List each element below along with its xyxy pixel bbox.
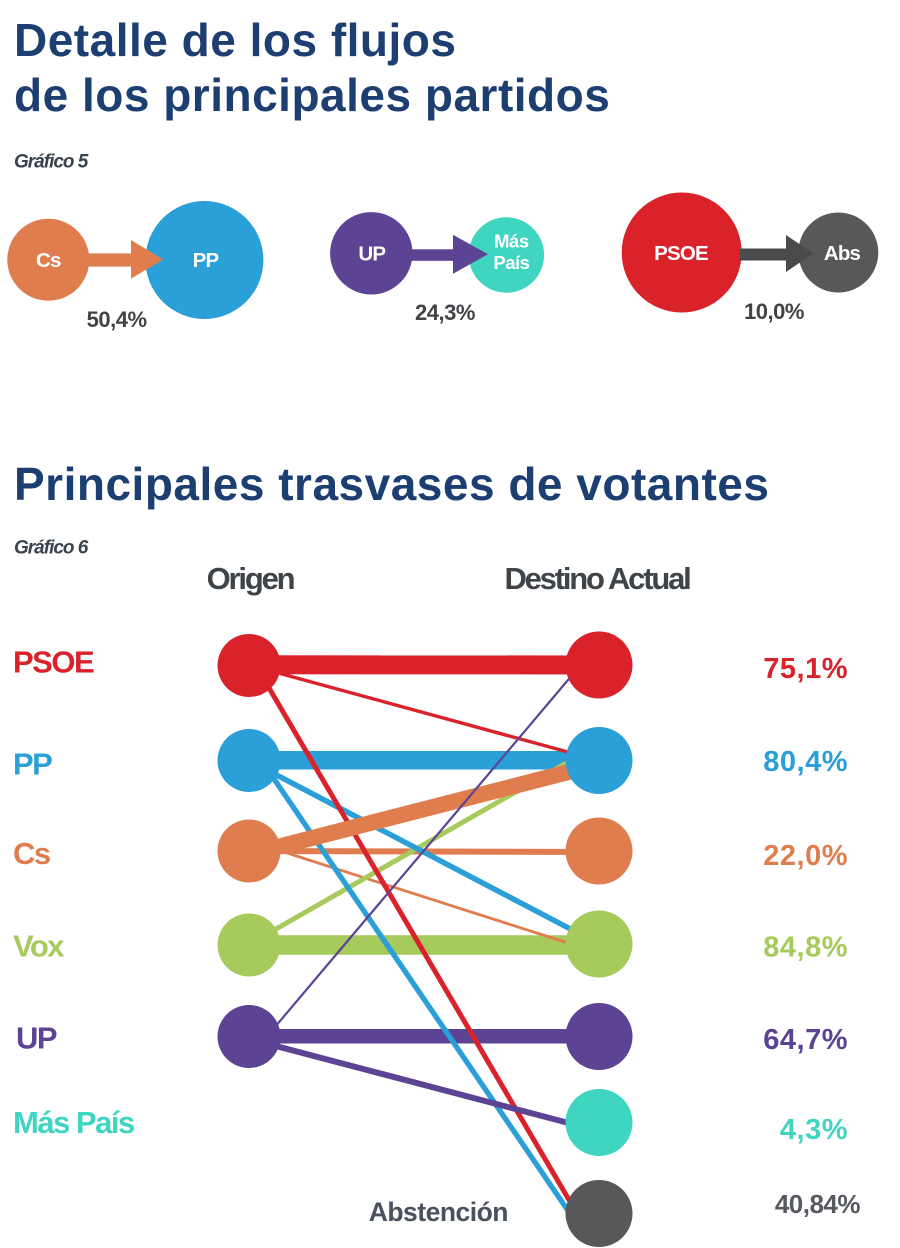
svg-text:Más: Más [494,231,529,252]
svg-text:Detalle de los flujos: Detalle de los flujos [14,14,457,66]
svg-text:75,1%: 75,1% [763,653,848,685]
svg-text:24,3%: 24,3% [415,300,475,325]
svg-text:PSOE: PSOE [13,645,94,680]
svg-text:50,4%: 50,4% [87,307,147,332]
svg-text:UP: UP [358,243,385,266]
svg-text:Abstención: Abstención [369,1197,508,1227]
svg-text:Origen: Origen [207,561,295,596]
svg-text:4,3%: 4,3% [780,1114,848,1146]
svg-text:PSOE: PSOE [654,242,708,265]
svg-text:Gráfico 5: Gráfico 5 [14,152,89,173]
svg-text:Principales trasvases de votan: Principales trasvases de votantes [14,458,769,510]
svg-text:País: País [493,252,529,273]
svg-text:Destino Actual: Destino Actual [504,561,690,596]
svg-text:Vox: Vox [13,928,65,963]
svg-text:PP: PP [193,249,219,272]
svg-text:Abs: Abs [824,242,861,265]
svg-text:UP: UP [16,1021,57,1056]
svg-text:64,7%: 64,7% [763,1024,848,1056]
svg-text:Más País: Más País [13,1105,134,1140]
svg-text:Gráfico 6: Gráfico 6 [14,538,89,559]
svg-text:Cs: Cs [13,836,50,871]
svg-text:PP: PP [13,747,52,782]
svg-text:40,84%: 40,84% [775,1189,861,1219]
svg-text:de los principales partidos: de los principales partidos [14,69,610,121]
svg-text:84,8%: 84,8% [763,932,848,964]
svg-text:80,4%: 80,4% [763,746,848,778]
svg-text:10,0%: 10,0% [744,299,804,324]
svg-text:22,0%: 22,0% [763,840,848,872]
svg-text:Cs: Cs [36,249,61,272]
